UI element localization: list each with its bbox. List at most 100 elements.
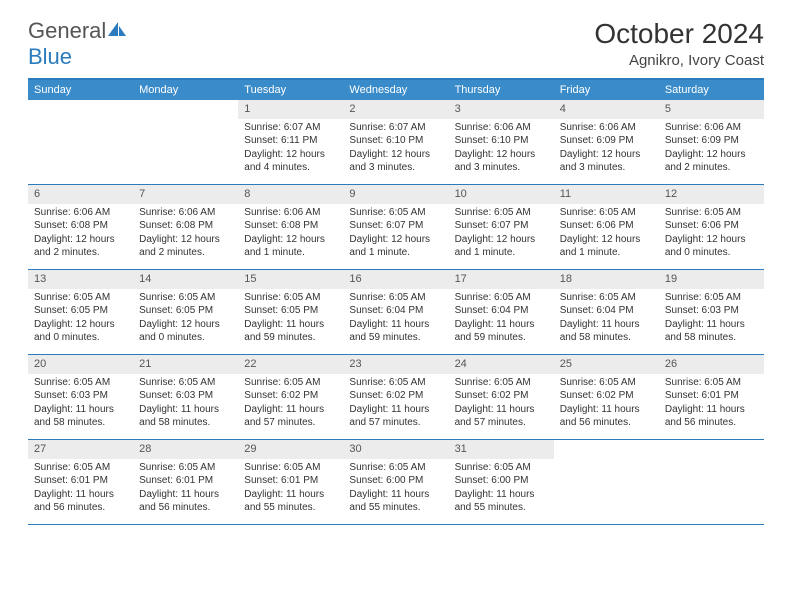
day-details: Sunrise: 6:07 AMSunset: 6:10 PMDaylight:…: [343, 121, 448, 175]
day-cell: 25Sunrise: 6:05 AMSunset: 6:02 PMDayligh…: [554, 355, 659, 439]
day-cell: 21 Sunrise: 6:05 AMSunset: 6:03 PMDayligh…: [133, 355, 238, 439]
day-cell: 15Sunrise: 6:05 AMSunset: 6:05 PMDayligh…: [238, 270, 343, 354]
sunrise-text: Sunrise: 6:05 AM: [244, 461, 337, 475]
sunrise-text: Sunrise: 6:07 AM: [349, 121, 442, 135]
sunset-text: Sunset: 6:02 PM: [560, 389, 653, 403]
daylight-text: Daylight: 11 hours: [665, 403, 758, 417]
sunrise-text: Sunrise: 6:06 AM: [244, 206, 337, 220]
day-number: 30: [343, 440, 448, 459]
sunrise-text: Sunrise: 6:05 AM: [665, 376, 758, 390]
week-row: ..1Sunrise: 6:07 AMSunset: 6:11 PMDaylig…: [28, 100, 764, 185]
sunset-text: Sunset: 6:08 PM: [34, 219, 127, 233]
sunset-text: Sunset: 6:04 PM: [349, 304, 442, 318]
sunrise-text: Sunrise: 6:05 AM: [665, 206, 758, 220]
daylight-text: and 55 minutes.: [244, 501, 337, 515]
daylight-text: Daylight: 11 hours: [244, 318, 337, 332]
daylight-text: Daylight: 12 hours: [349, 148, 442, 162]
day-details: Sunrise: 6:05 AMSunset: 6:02 PMDaylight:…: [343, 376, 448, 430]
day-cell: 9Sunrise: 6:05 AMSunset: 6:07 PMDaylight…: [343, 185, 448, 269]
sunset-text: Sunset: 6:08 PM: [244, 219, 337, 233]
day-number: 15: [238, 270, 343, 289]
day-number: 3: [449, 100, 554, 119]
daylight-text: and 1 minute.: [244, 246, 337, 260]
daylight-text: Daylight: 11 hours: [139, 488, 232, 502]
sunset-text: Sunset: 6:06 PM: [560, 219, 653, 233]
sunset-text: Sunset: 6:11 PM: [244, 134, 337, 148]
daylight-text: Daylight: 12 hours: [244, 148, 337, 162]
sunrise-text: Sunrise: 6:05 AM: [560, 206, 653, 220]
sunset-text: Sunset: 6:03 PM: [665, 304, 758, 318]
page-title: October 2024: [594, 18, 764, 50]
day-cell: 1Sunrise: 6:07 AMSunset: 6:11 PMDaylight…: [238, 100, 343, 184]
day-cell: 14Sunrise: 6:05 AMSunset: 6:05 PMDayligh…: [133, 270, 238, 354]
day-number: 26: [659, 355, 764, 374]
sunset-text: Sunset: 6:00 PM: [349, 474, 442, 488]
day-details: Sunrise: 6:05 AMSunset: 6:03 PMDaylight:…: [133, 376, 238, 430]
day-cell: 4Sunrise: 6:06 AMSunset: 6:09 PMDaylight…: [554, 100, 659, 184]
daylight-text: and 0 minutes.: [34, 331, 127, 345]
daylight-text: Daylight: 11 hours: [349, 488, 442, 502]
daylight-text: and 58 minutes.: [665, 331, 758, 345]
sunset-text: Sunset: 6:05 PM: [34, 304, 127, 318]
daylight-text: Daylight: 12 hours: [665, 233, 758, 247]
day-cell: 5Sunrise: 6:06 AMSunset: 6:09 PMDaylight…: [659, 100, 764, 184]
daylight-text: and 1 minute.: [560, 246, 653, 260]
day-cell: 16Sunrise: 6:05 AMSunset: 6:04 PMDayligh…: [343, 270, 448, 354]
sunrise-text: Sunrise: 6:05 AM: [244, 376, 337, 390]
daylight-text: Daylight: 11 hours: [455, 403, 548, 417]
day-number: 31: [449, 440, 554, 459]
daylight-text: Daylight: 12 hours: [34, 233, 127, 247]
day-number: 16: [343, 270, 448, 289]
sunrise-text: Sunrise: 6:06 AM: [455, 121, 548, 135]
daylight-text: Daylight: 11 hours: [244, 488, 337, 502]
daylight-text: and 58 minutes.: [34, 416, 127, 430]
day-cell: 13Sunrise: 6:05 AMSunset: 6:05 PMDayligh…: [28, 270, 133, 354]
day-number: 22: [238, 355, 343, 374]
day-details: Sunrise: 6:06 AMSunset: 6:08 PMDaylight:…: [133, 206, 238, 260]
weekday-sunday: Sunday: [28, 80, 133, 100]
day-number: 14: [133, 270, 238, 289]
day-number: 21: [133, 355, 238, 374]
day-details: Sunrise: 6:05 AMSunset: 6:04 PMDaylight:…: [449, 291, 554, 345]
sunrise-text: Sunrise: 6:05 AM: [34, 376, 127, 390]
weekday-header-row: SundayMondayTuesdayWednesdayThursdayFrid…: [28, 80, 764, 100]
sunset-text: Sunset: 6:03 PM: [139, 389, 232, 403]
day-details: Sunrise: 6:06 AMSunset: 6:08 PMDaylight:…: [238, 206, 343, 260]
sunset-text: Sunset: 6:03 PM: [34, 389, 127, 403]
daylight-text: and 0 minutes.: [139, 331, 232, 345]
sunset-text: Sunset: 6:02 PM: [455, 389, 548, 403]
sunrise-text: Sunrise: 6:05 AM: [139, 291, 232, 305]
day-number: 6: [28, 185, 133, 204]
daylight-text: Daylight: 12 hours: [244, 233, 337, 247]
sunset-text: Sunset: 6:07 PM: [349, 219, 442, 233]
logo-part2: Blue: [28, 44, 72, 69]
day-details: Sunrise: 6:06 AMSunset: 6:08 PMDaylight:…: [28, 206, 133, 260]
daylight-text: and 56 minutes.: [560, 416, 653, 430]
logo-text: GeneralBlue: [28, 18, 128, 70]
empty-cell: .: [659, 440, 764, 524]
daylight-text: and 1 minute.: [455, 246, 548, 260]
daylight-text: and 55 minutes.: [349, 501, 442, 515]
logo: GeneralBlue: [28, 18, 128, 70]
sunrise-text: Sunrise: 6:05 AM: [349, 461, 442, 475]
day-details: Sunrise: 6:05 AMSunset: 6:07 PMDaylight:…: [343, 206, 448, 260]
day-cell: 24Sunrise: 6:05 AMSunset: 6:02 PMDayligh…: [449, 355, 554, 439]
daylight-text: and 56 minutes.: [139, 501, 232, 515]
week-row: 6Sunrise: 6:06 AMSunset: 6:08 PMDaylight…: [28, 185, 764, 270]
sunset-text: Sunset: 6:05 PM: [139, 304, 232, 318]
daylight-text: Daylight: 11 hours: [560, 318, 653, 332]
day-number: 4: [554, 100, 659, 119]
week-row: 13Sunrise: 6:05 AMSunset: 6:05 PMDayligh…: [28, 270, 764, 355]
sunset-text: Sunset: 6:01 PM: [34, 474, 127, 488]
day-number: 28: [133, 440, 238, 459]
day-details: Sunrise: 6:05 AMSunset: 6:01 PMDaylight:…: [133, 461, 238, 515]
week-row: 27Sunrise: 6:05 AMSunset: 6:01 PMDayligh…: [28, 440, 764, 525]
day-details: Sunrise: 6:05 AMSunset: 6:01 PMDaylight:…: [28, 461, 133, 515]
daylight-text: Daylight: 11 hours: [455, 318, 548, 332]
day-details: Sunrise: 6:05 AMSunset: 6:03 PMDaylight:…: [659, 291, 764, 345]
day-details: Sunrise: 6:05 AMSunset: 6:06 PMDaylight:…: [554, 206, 659, 260]
empty-cell: .: [28, 100, 133, 184]
sunrise-text: Sunrise: 6:05 AM: [455, 291, 548, 305]
weekday-friday: Friday: [554, 80, 659, 100]
daylight-text: Daylight: 12 hours: [560, 148, 653, 162]
